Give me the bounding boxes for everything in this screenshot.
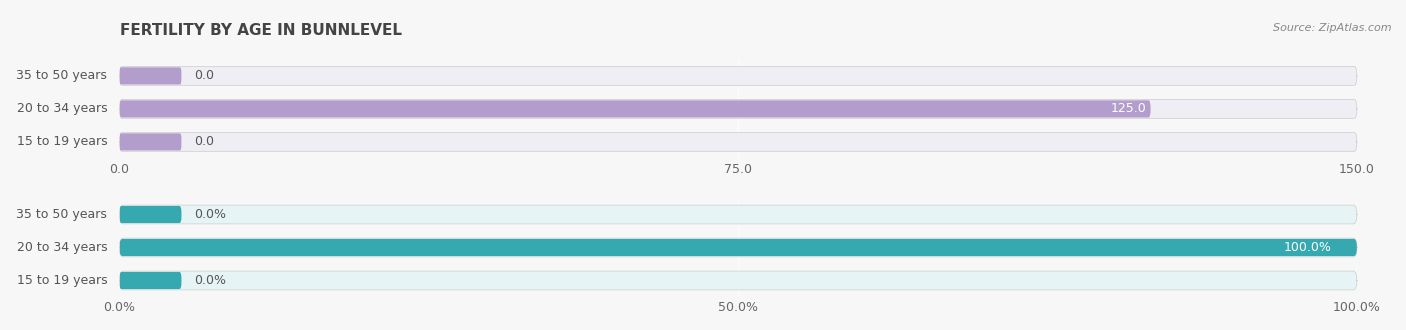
Text: FERTILITY BY AGE IN BUNNLEVEL: FERTILITY BY AGE IN BUNNLEVEL <box>120 23 402 38</box>
Text: 125.0: 125.0 <box>1111 102 1146 115</box>
FancyBboxPatch shape <box>120 132 1357 151</box>
Text: 20 to 34 years: 20 to 34 years <box>17 102 107 115</box>
Text: 15 to 19 years: 15 to 19 years <box>17 135 107 148</box>
Text: Source: ZipAtlas.com: Source: ZipAtlas.com <box>1274 23 1392 33</box>
FancyBboxPatch shape <box>120 206 181 223</box>
FancyBboxPatch shape <box>120 271 1357 290</box>
Text: 100.0%: 100.0% <box>1284 241 1331 254</box>
FancyBboxPatch shape <box>120 67 181 84</box>
Text: 35 to 50 years: 35 to 50 years <box>17 69 107 82</box>
FancyBboxPatch shape <box>120 100 1357 118</box>
Text: 15 to 19 years: 15 to 19 years <box>17 274 107 287</box>
FancyBboxPatch shape <box>120 100 1150 117</box>
FancyBboxPatch shape <box>120 238 1357 257</box>
FancyBboxPatch shape <box>120 239 1357 256</box>
Text: 0.0%: 0.0% <box>194 208 226 221</box>
FancyBboxPatch shape <box>120 67 1357 85</box>
FancyBboxPatch shape <box>120 272 181 289</box>
Text: 35 to 50 years: 35 to 50 years <box>17 208 107 221</box>
FancyBboxPatch shape <box>120 205 1357 224</box>
FancyBboxPatch shape <box>120 133 181 150</box>
Text: 0.0: 0.0 <box>194 69 214 82</box>
Text: 0.0%: 0.0% <box>194 274 226 287</box>
Text: 20 to 34 years: 20 to 34 years <box>17 241 107 254</box>
Text: 0.0: 0.0 <box>194 135 214 148</box>
